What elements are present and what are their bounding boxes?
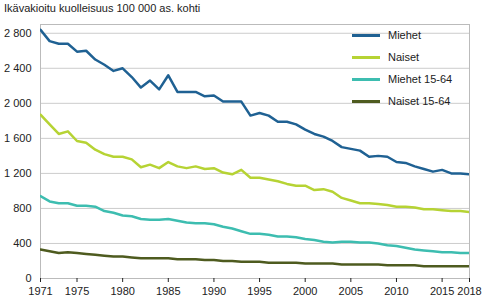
svg-text:1980: 1980 (110, 285, 134, 297)
svg-text:2000: 2000 (293, 285, 317, 297)
svg-text:1985: 1985 (156, 285, 180, 297)
html-text:Naiset 15-64: Naiset 15-64 (388, 95, 451, 107)
svg-text:800: 800 (13, 202, 31, 214)
svg-text:1 600: 1 600 (4, 132, 32, 144)
svg-text:1990: 1990 (202, 285, 226, 297)
html-text:Miehet 15-64: Miehet 15-64 (388, 73, 453, 85)
svg-text:2015: 2015 (430, 285, 454, 297)
html-text:Miehet: Miehet (388, 29, 421, 41)
svg-text:1971: 1971 (28, 285, 52, 297)
html-text:Naiset: Naiset (388, 51, 420, 63)
svg-text:2 000: 2 000 (4, 97, 32, 109)
svg-text:0: 0 (25, 272, 31, 284)
svg-text:1 200: 1 200 (4, 167, 32, 179)
svg-text:2010: 2010 (384, 285, 408, 297)
svg-text:1995: 1995 (247, 285, 271, 297)
svg-text:1975: 1975 (65, 285, 89, 297)
svg-text:400: 400 (13, 237, 31, 249)
html-text:Ikävakioitu kuolleisuus 100 00: Ikävakioitu kuolleisuus 100 000 as. koht… (4, 2, 201, 14)
svg-text:2 400: 2 400 (4, 62, 32, 74)
svg-text:2 800: 2 800 (4, 27, 32, 39)
svg-text:2018: 2018 (457, 285, 481, 297)
svg-text:2005: 2005 (339, 285, 363, 297)
